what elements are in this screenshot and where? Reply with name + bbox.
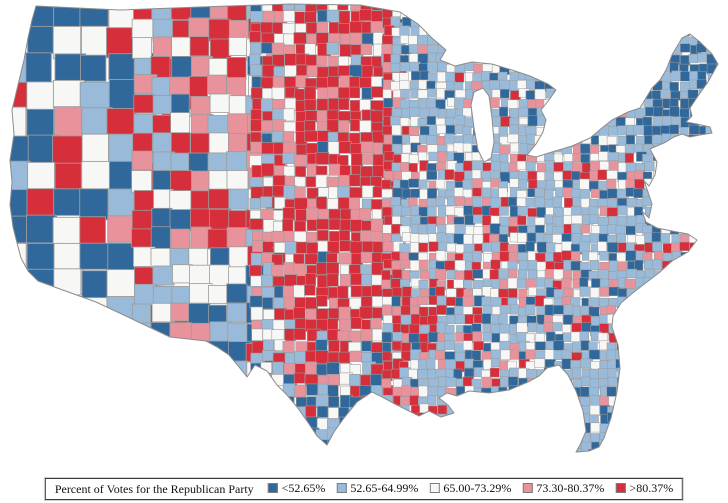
legend-item-4: >80.37% [615,481,673,496]
legend-class-label: 52.65-64.99% [350,480,419,495]
legend-class-label: >80.37% [629,480,674,495]
legend-class-label: <52.65% [281,480,326,495]
legend-title: Percent of Votes for the Republican Part… [54,481,254,496]
county-cells [10,4,718,452]
legend-swatch-icon [615,483,626,493]
legend-item-0: <52.65% [267,480,326,496]
legend-item-3: 73.30-80.37% [522,481,604,496]
us-outline [9,3,719,453]
legend-swatch-icon [522,483,533,493]
lake-michigan-icon [470,87,495,163]
legend-swatch-icon [336,483,347,493]
legend-box: Percent of Votes for the Republican Part… [43,477,685,501]
legend-class-label: 73.30-80.37% [536,480,605,495]
legend-class-label: 65.00-73.29% [443,480,512,495]
us-county-choropleth-map [9,3,719,453]
legend-swatch-icon [267,483,278,493]
legend-item-2: 65.00-73.29% [429,481,511,496]
legend-items: <52.65% 52.65-64.99% 65.00-73.29% 73.30-80.… [267,480,673,498]
legend-item-1: 52.65-64.99% [336,481,418,496]
legend-swatch-icon [429,483,440,493]
